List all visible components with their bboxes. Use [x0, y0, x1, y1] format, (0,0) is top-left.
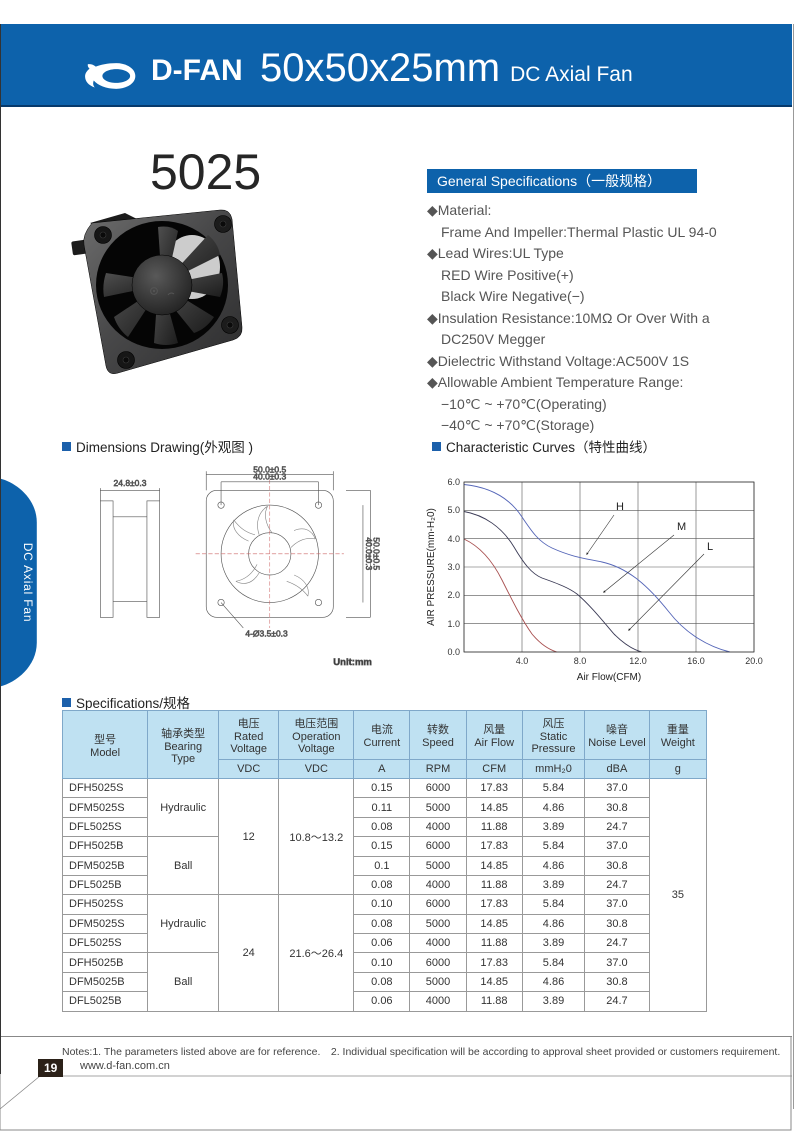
svg-text:4.0: 4.0	[447, 534, 460, 544]
svg-text:12.0: 12.0	[629, 656, 647, 666]
svg-text:6.0: 6.0	[447, 477, 460, 487]
svg-text:L: L	[707, 541, 713, 553]
svg-text:0.0: 0.0	[447, 647, 460, 657]
svg-text:8.0: 8.0	[574, 656, 587, 666]
svg-text:H: H	[616, 501, 624, 513]
svg-text:3.0: 3.0	[447, 562, 460, 572]
svg-text:16.0: 16.0	[687, 656, 705, 666]
svg-text:2.0: 2.0	[447, 590, 460, 600]
svg-text:40.0±0.3: 40.0±0.3	[253, 472, 286, 482]
svg-text:50.0±0.5: 50.0±0.5	[372, 537, 382, 570]
svg-text:1.0: 1.0	[447, 619, 460, 629]
svg-text:AIR PRESSURE(mm-H₂0): AIR PRESSURE(mm-H₂0)	[426, 508, 437, 626]
svg-text:DC Axial Fan: DC Axial Fan	[21, 543, 35, 623]
svg-text:5.0: 5.0	[447, 505, 460, 515]
svg-text:4-Ø3.5±0.3: 4-Ø3.5±0.3	[245, 628, 288, 638]
svg-text:M: M	[677, 521, 686, 533]
svg-text:4.0: 4.0	[516, 656, 529, 666]
svg-text:24.8±0.3: 24.8±0.3	[114, 478, 147, 488]
svg-text:Unit:mm: Unit:mm	[333, 657, 372, 668]
svg-text:20.0: 20.0	[745, 656, 763, 666]
svg-text:Air Flow(CFM): Air Flow(CFM)	[577, 672, 641, 683]
